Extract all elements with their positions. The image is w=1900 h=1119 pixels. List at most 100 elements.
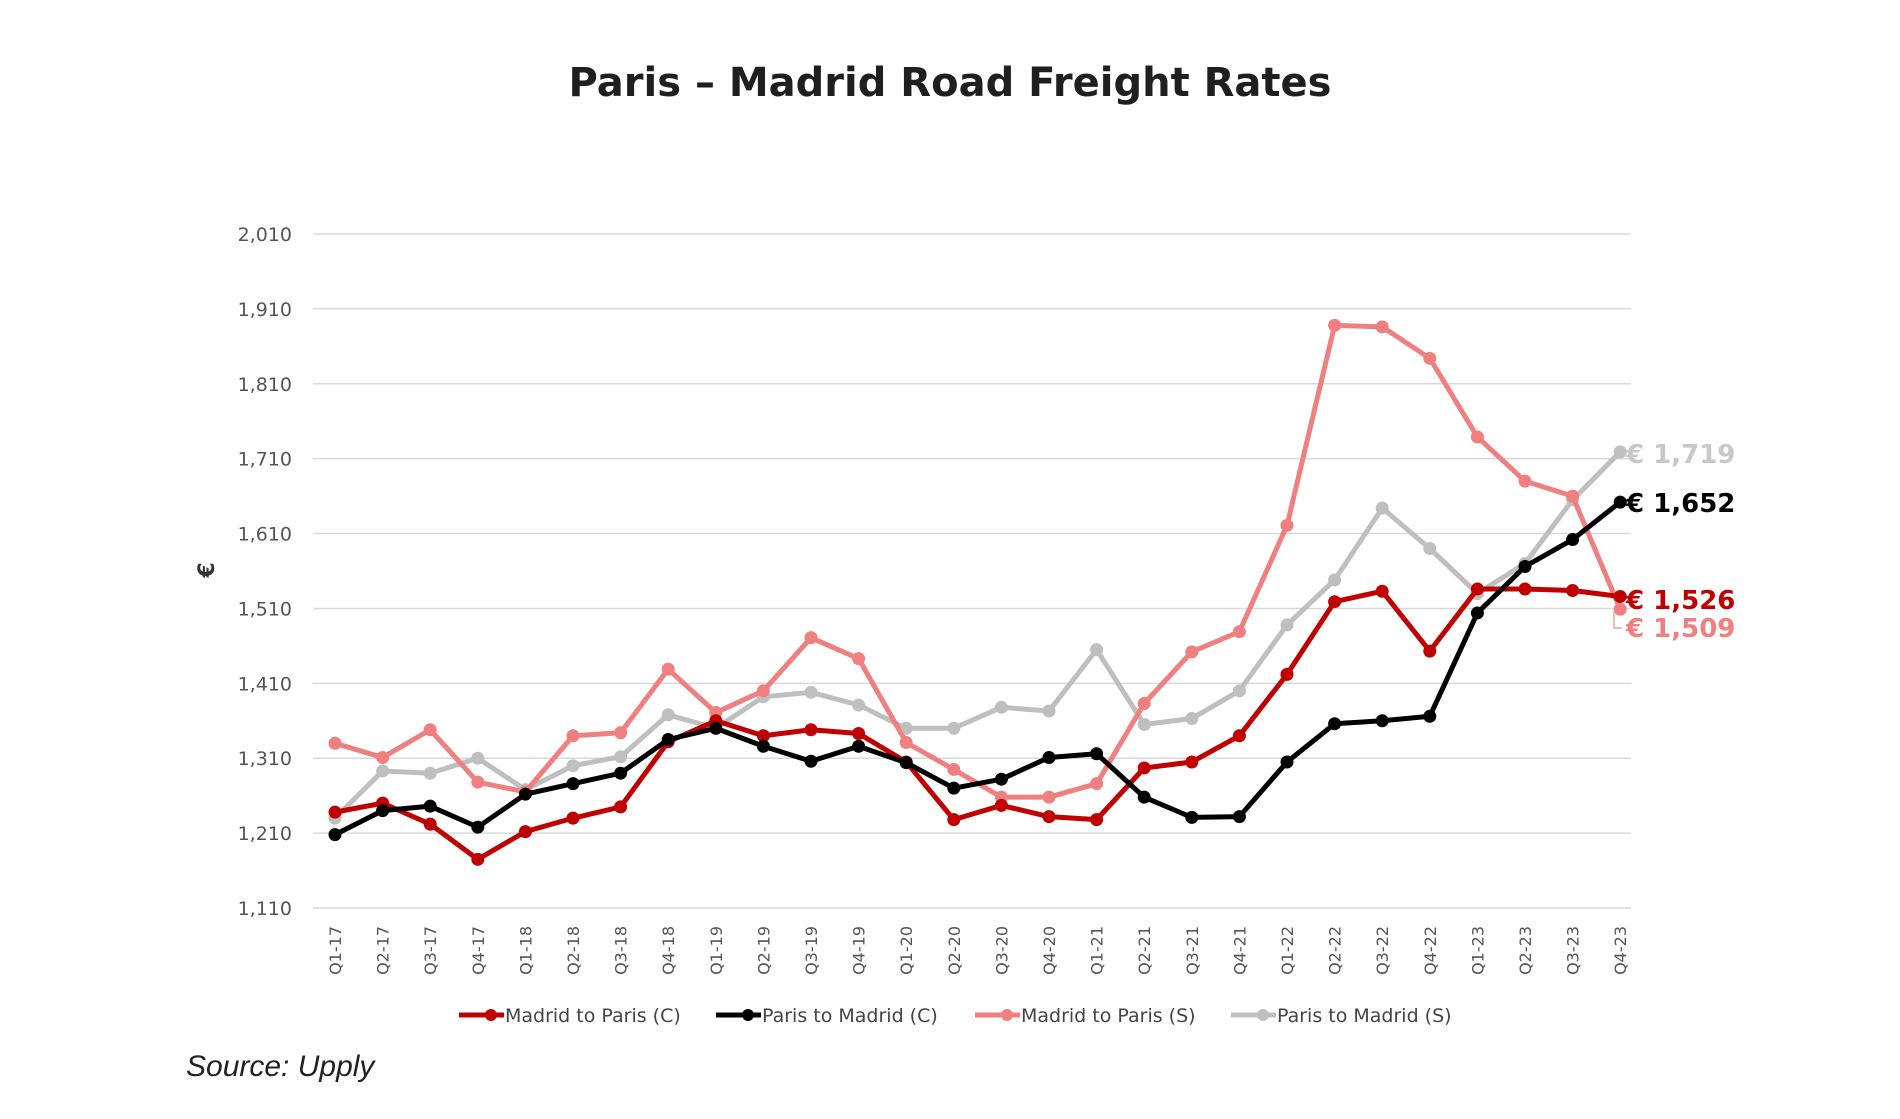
data-point bbox=[518, 787, 532, 801]
data-point bbox=[994, 772, 1008, 786]
data-point bbox=[947, 781, 961, 795]
data-point bbox=[899, 721, 913, 735]
data-point bbox=[1566, 533, 1580, 547]
data-point bbox=[376, 750, 390, 764]
data-point bbox=[1185, 645, 1199, 659]
data-point bbox=[1232, 625, 1246, 639]
x-axis-ticks: Q1-17 Q2-17 Q3-17 Q4-17 Q1-18 Q2-18 Q3-18 Q4-18… bbox=[326, 926, 1630, 975]
x-tick-label: Q2-18 bbox=[564, 926, 583, 975]
data-point bbox=[376, 804, 390, 818]
x-tick-label: Q2-23 bbox=[1516, 926, 1535, 975]
data-point bbox=[1185, 755, 1199, 769]
series-line bbox=[332, 499, 1623, 838]
data-point bbox=[1280, 667, 1294, 681]
x-tick-label: Q3-20 bbox=[992, 926, 1011, 975]
data-point bbox=[614, 750, 628, 764]
data-point bbox=[423, 817, 437, 831]
data-point bbox=[1375, 714, 1389, 728]
end-labels: € 1,719 € 1,652 € 1,526€ 1,509 bbox=[1613, 440, 1735, 644]
data-point bbox=[1423, 351, 1437, 365]
data-point bbox=[328, 828, 342, 842]
legend-label: Madrid to Paris (S) bbox=[1021, 1005, 1196, 1027]
x-tick-label: Q4-19 bbox=[850, 926, 869, 975]
end-label: € 1,719 bbox=[1625, 440, 1735, 470]
end-label: € 1,652 bbox=[1625, 489, 1735, 519]
data-point bbox=[1090, 643, 1104, 657]
y-tick-label: 1,110 bbox=[238, 898, 292, 920]
x-tick-label: Q3-17 bbox=[421, 926, 440, 975]
data-point bbox=[1090, 747, 1104, 761]
y-tick-label: 1,810 bbox=[238, 374, 292, 396]
data-point bbox=[899, 756, 913, 770]
y-axis-ticks: 1,110 1,210 1,310 1,410 1,510 1,610 1,710 1,810… bbox=[238, 224, 292, 920]
data-point bbox=[1090, 813, 1104, 827]
data-point bbox=[471, 775, 485, 789]
x-tick-label: Q3-19 bbox=[802, 926, 821, 975]
legend-swatch-marker bbox=[1001, 1009, 1013, 1021]
x-tick-label: Q4-20 bbox=[1040, 926, 1059, 975]
data-point bbox=[1042, 750, 1056, 764]
data-point bbox=[1328, 595, 1342, 609]
data-point bbox=[566, 729, 580, 743]
label-leader-line bbox=[1613, 611, 1622, 629]
data-point bbox=[1423, 542, 1437, 556]
legend-swatch-marker bbox=[742, 1009, 754, 1021]
x-tick-label: Q3-21 bbox=[1183, 926, 1202, 975]
legend-swatch-marker bbox=[485, 1009, 497, 1021]
data-point bbox=[1280, 518, 1294, 532]
data-point bbox=[1137, 718, 1151, 732]
data-point bbox=[947, 721, 961, 735]
y-tick-label: 1,210 bbox=[238, 823, 292, 845]
data-point bbox=[423, 766, 437, 780]
data-point bbox=[471, 852, 485, 866]
data-point bbox=[1185, 712, 1199, 726]
source-note: Source: Upply bbox=[186, 1050, 375, 1083]
y-axis-label: € bbox=[195, 562, 220, 578]
legend-item: Paris to Madrid (S) bbox=[1231, 1005, 1452, 1027]
data-point bbox=[1042, 810, 1056, 824]
data-point bbox=[518, 825, 532, 839]
data-point bbox=[1566, 583, 1580, 597]
data-point bbox=[1042, 704, 1056, 718]
data-point bbox=[1470, 606, 1484, 620]
x-tick-label: Q2-20 bbox=[945, 926, 964, 975]
data-point bbox=[947, 762, 961, 776]
data-point bbox=[661, 708, 675, 722]
x-tick-label: Q1-18 bbox=[516, 926, 535, 975]
data-point bbox=[1280, 755, 1294, 769]
data-point bbox=[852, 727, 866, 741]
data-point bbox=[471, 751, 485, 765]
data-point bbox=[423, 799, 437, 813]
data-point bbox=[423, 723, 437, 737]
data-point bbox=[994, 798, 1008, 812]
x-tick-label: Q1-17 bbox=[326, 926, 345, 975]
legend-swatch-marker bbox=[1257, 1009, 1269, 1021]
data-point bbox=[1518, 474, 1532, 488]
x-tick-label: Q2-21 bbox=[1135, 926, 1154, 975]
data-point bbox=[1137, 790, 1151, 804]
x-tick-label: Q4-18 bbox=[659, 926, 678, 975]
data-point bbox=[376, 764, 390, 778]
series-lines bbox=[328, 318, 1627, 866]
data-point bbox=[1423, 709, 1437, 723]
data-point bbox=[1613, 445, 1627, 459]
data-point bbox=[471, 820, 485, 834]
data-point bbox=[804, 685, 818, 699]
data-point bbox=[756, 684, 770, 698]
series-madrid-to-paris-s bbox=[328, 318, 1627, 804]
data-point bbox=[709, 721, 723, 735]
x-tick-label: Q1-19 bbox=[707, 926, 726, 975]
data-point bbox=[1090, 777, 1104, 791]
end-label: € 1,526 bbox=[1625, 586, 1735, 616]
x-tick-label: Q1-23 bbox=[1468, 926, 1487, 975]
series-line bbox=[332, 449, 1623, 821]
data-point bbox=[756, 739, 770, 753]
data-point bbox=[614, 800, 628, 814]
x-tick-label: Q1-21 bbox=[1088, 926, 1107, 975]
data-point bbox=[1185, 810, 1199, 824]
data-point bbox=[1613, 602, 1627, 616]
data-point bbox=[756, 729, 770, 743]
series-line bbox=[332, 322, 1623, 800]
data-point bbox=[804, 723, 818, 737]
legend-item: Paris to Madrid (C) bbox=[716, 1005, 938, 1027]
